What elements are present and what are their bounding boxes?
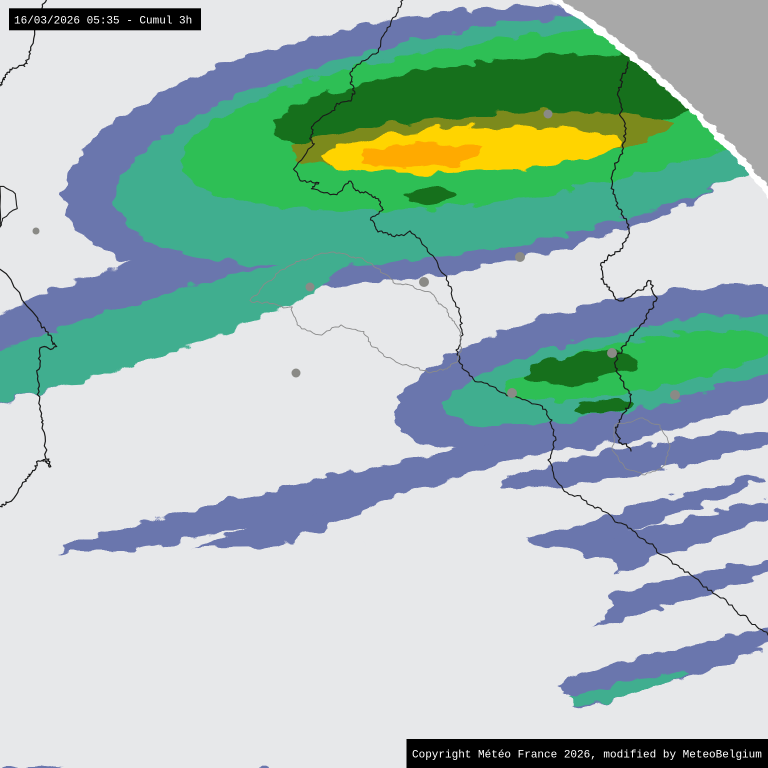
svg-text:Copyright Météo France 2026, m: Copyright Météo France 2026, modified by… bbox=[412, 750, 762, 762]
svg-text:16/03/2026 05:35 - Cumul 3h: 16/03/2026 05:35 - Cumul 3h bbox=[14, 16, 192, 28]
